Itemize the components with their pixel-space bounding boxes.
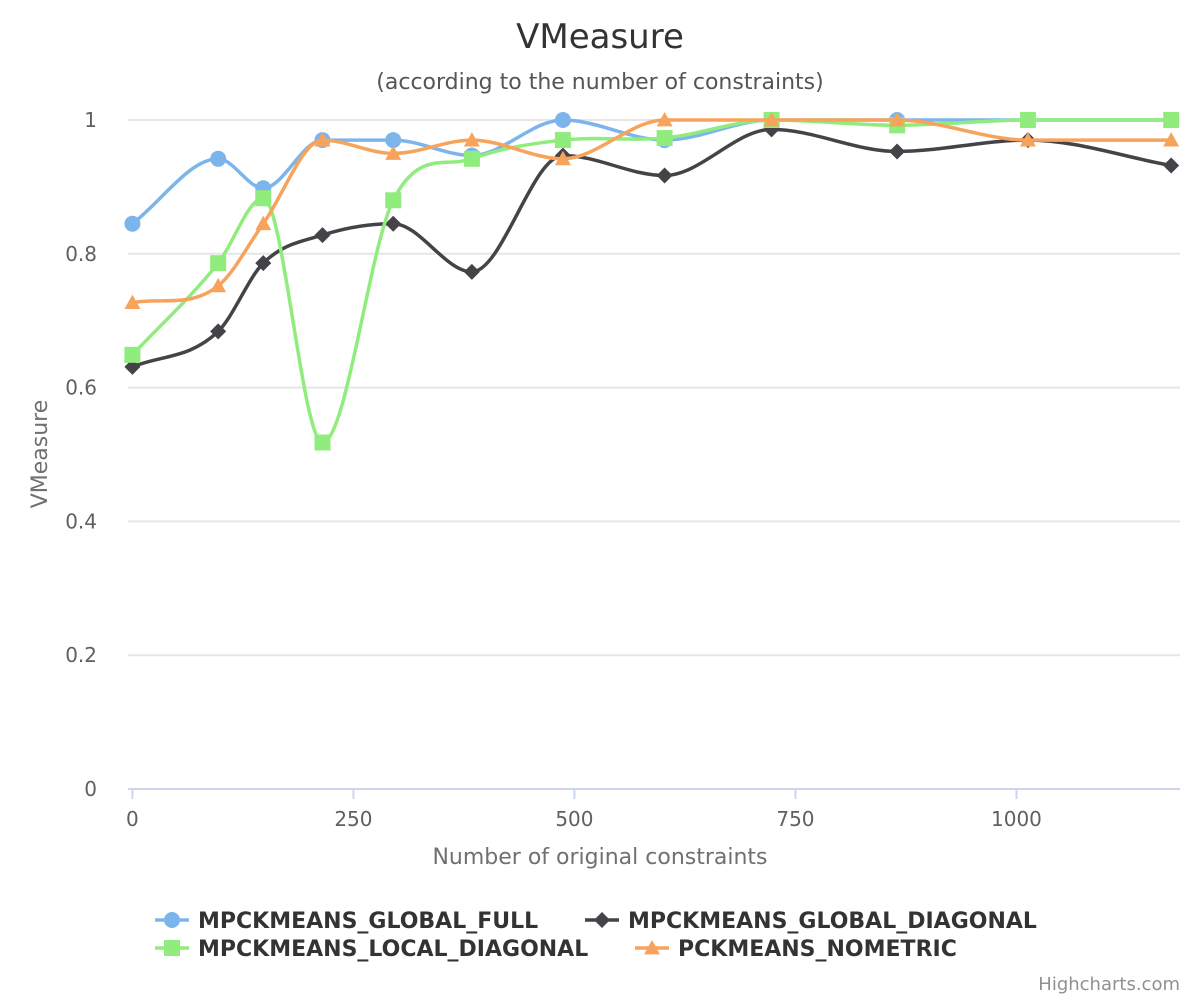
data-point[interactable] <box>255 255 272 272</box>
data-point[interactable] <box>1019 112 1036 128</box>
data-point[interactable] <box>554 150 571 166</box>
legend-symbol <box>594 912 610 928</box>
legend-label: PCKMEANS_NOMETRIC <box>678 937 957 962</box>
series-line[interactable] <box>132 118 1172 305</box>
legend-item[interactable]: MPCKMEANS_LOCAL_DIAGONAL <box>155 937 588 962</box>
legend-item[interactable]: PCKMEANS_NOMETRIC <box>635 937 957 962</box>
data-point[interactable] <box>463 263 480 280</box>
legend: MPCKMEANS_GLOBAL_FULL MPCKMEANS_GLOBAL_DI… <box>155 909 1037 962</box>
series-line[interactable] <box>131 127 1172 369</box>
data-point[interactable] <box>463 150 480 167</box>
x-axis-ticks: 0 250 500 750 1000 <box>126 789 1042 831</box>
x-tick-label: 1000 <box>991 807 1042 831</box>
data-point[interactable] <box>385 192 402 209</box>
data-point[interactable] <box>554 132 571 149</box>
data-point[interactable] <box>210 150 227 167</box>
legend-symbol <box>644 940 660 955</box>
data-point[interactable] <box>1163 157 1180 174</box>
y-axis-title: VMeasure <box>28 400 53 509</box>
legend-label: MPCKMEANS_LOCAL_DIAGONAL <box>198 937 588 962</box>
data-point[interactable] <box>554 112 571 128</box>
data-point[interactable] <box>314 434 331 451</box>
data-point[interactable] <box>210 277 227 293</box>
y-tick-label: 0.6 <box>65 376 97 400</box>
y-tick-label: 0.8 <box>65 242 97 266</box>
data-point[interactable] <box>314 132 331 147</box>
data-point[interactable] <box>1163 132 1180 147</box>
data-point[interactable] <box>656 112 673 127</box>
data-point[interactable] <box>463 132 480 147</box>
series-pckmeans-nometric <box>124 112 1180 310</box>
series-mpckmeans-global-diagonal <box>124 121 1180 375</box>
data-point[interactable] <box>889 143 906 160</box>
data-point[interactable] <box>210 255 227 272</box>
series-mpckmeans-local-diagonal <box>124 112 1180 451</box>
data-point[interactable] <box>124 294 141 310</box>
chart-subtitle: (according to the number of constraints) <box>376 70 823 95</box>
legend-label: MPCKMEANS_GLOBAL_FULL <box>198 909 538 934</box>
data-point[interactable] <box>124 215 141 232</box>
x-tick-label: 500 <box>555 807 593 831</box>
credits-link[interactable]: Highcharts.com <box>1038 974 1180 995</box>
y-axis-ticks: 0 0.2 0.4 0.6 0.8 1 <box>65 108 97 801</box>
data-point[interactable] <box>255 215 272 231</box>
x-tick-label: 750 <box>776 807 814 831</box>
data-point[interactable] <box>124 346 141 363</box>
series-line[interactable] <box>131 118 1172 226</box>
x-axis-title: Number of original constraints <box>432 845 767 870</box>
data-point[interactable] <box>385 132 402 149</box>
legend-symbol <box>164 912 180 928</box>
legend-item[interactable]: MPCKMEANS_GLOBAL_FULL <box>155 909 538 934</box>
data-point[interactable] <box>656 167 673 184</box>
y-tick-label: 0.2 <box>65 643 97 667</box>
legend-label: MPCKMEANS_GLOBAL_DIAGONAL <box>628 909 1037 934</box>
data-point[interactable] <box>1019 132 1036 147</box>
data-point[interactable] <box>763 112 780 127</box>
data-point[interactable] <box>1163 112 1180 128</box>
y-tick-label: 0 <box>84 777 97 801</box>
legend-item[interactable]: MPCKMEANS_GLOBAL_DIAGONAL <box>585 909 1037 934</box>
data-point[interactable] <box>889 112 906 127</box>
data-point[interactable] <box>385 215 402 232</box>
data-point[interactable] <box>314 227 331 244</box>
y-tick-label: 0.4 <box>65 509 97 533</box>
y-tick-label: 1 <box>84 108 97 132</box>
data-point[interactable] <box>210 323 227 340</box>
x-tick-label: 250 <box>334 807 372 831</box>
series-mpckmeans-global-full <box>124 112 1180 232</box>
data-point[interactable] <box>656 130 673 147</box>
data-point[interactable] <box>124 358 141 375</box>
legend-symbol <box>164 940 180 956</box>
x-tick-label: 0 <box>126 807 139 831</box>
grid <box>128 119 1180 657</box>
series-layer <box>124 112 1180 451</box>
chart-title: VMeasure <box>516 17 684 57</box>
data-point[interactable] <box>255 190 272 207</box>
data-point[interactable] <box>385 145 402 160</box>
